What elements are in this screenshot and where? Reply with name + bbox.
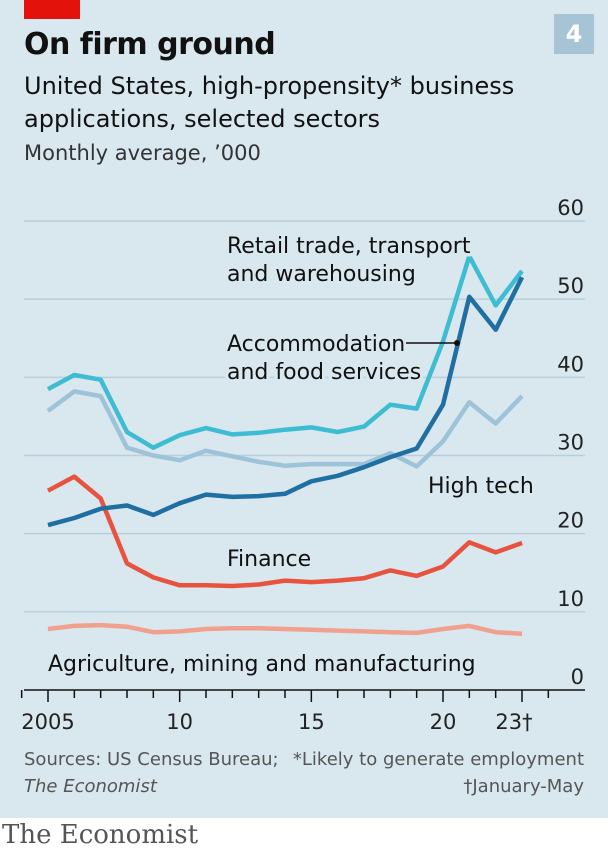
accommodation-leader-dot	[454, 340, 460, 346]
footnote-january-may: †January-May	[463, 776, 584, 797]
series-label-retail-line1: Retail trade, transport	[227, 234, 471, 259]
y-tick-label-50: 50	[557, 274, 584, 298]
sources-italic: The Economist	[24, 776, 157, 797]
series-label-hightech: High tech	[428, 474, 534, 499]
chart-subtitle: United States, high-propensity* business…	[24, 72, 515, 133]
chart-number-badge: 4	[554, 14, 594, 54]
series-line-retail	[46, 253, 524, 450]
series-label-finance: Finance	[227, 547, 311, 572]
y-tick-label-20: 20	[557, 509, 584, 533]
series-line-accommodation	[47, 276, 525, 528]
chart-title: On firm ground	[24, 27, 276, 62]
series-lines	[46, 253, 525, 636]
series-line-hightech	[46, 389, 524, 469]
series-line-finance	[46, 474, 523, 589]
series-label-accommodation-line2: and food services	[227, 360, 421, 385]
footnote-employment: *Likely to generate employment	[292, 749, 584, 770]
series-labels: Retail trade, transport and warehousing Ac…	[48, 231, 534, 678]
sources-label: Sources: US Census Bureau;	[24, 749, 279, 770]
y-tick-label-30: 30	[557, 431, 584, 455]
economist-logo-text: The Economist	[2, 820, 199, 850]
y-tick-label-0: 0	[571, 665, 584, 689]
x-axis: 2005 10 15 20 23†	[20, 689, 585, 734]
y-tick-label-40: 40	[557, 352, 584, 376]
chart-units: Monthly average, ’000	[24, 141, 261, 165]
y-axis-tick-labels: 0 10 20 30 40 50 60	[557, 196, 584, 689]
series-label-agriculture: Agriculture, mining and manufacturing	[48, 652, 476, 677]
x-tick-label-2023: 23†	[495, 710, 532, 734]
brand-red-tag	[24, 0, 80, 19]
series-label-retail-line2: and warehousing	[227, 262, 416, 287]
y-tick-label-10: 10	[557, 587, 584, 611]
series-label-accommodation-line1: Accommodation	[227, 332, 405, 357]
x-tick-label-2020: 20	[430, 710, 457, 734]
x-tick-label-2005: 2005	[21, 710, 74, 734]
line-chart: 0 10 20 30 40 50 60 2005 10 15 20 23† Retail trade…	[20, 196, 585, 734]
x-tick-label-2010: 10	[166, 710, 193, 734]
series-line-agriculture	[47, 622, 523, 636]
x-tick-label-2015: 15	[298, 710, 325, 734]
y-tick-label-60: 60	[557, 196, 584, 220]
